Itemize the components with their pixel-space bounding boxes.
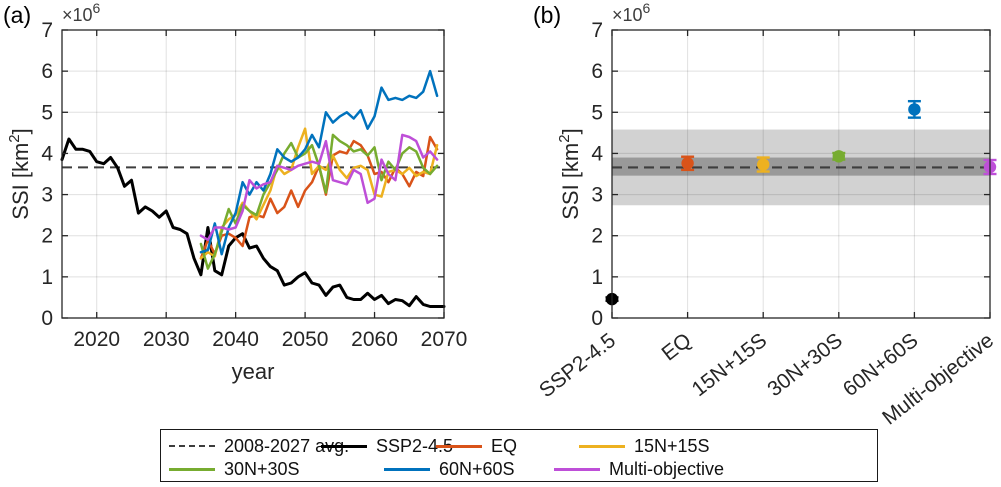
legend-item-label: 30N+30S (224, 459, 300, 479)
category-label-30N+30S: 30N+30S (763, 329, 847, 401)
x-tick-label: 2060 (351, 328, 398, 351)
series-Multi-objective (199, 133, 439, 242)
y-tick-label: 3 (591, 184, 603, 207)
legend-item-label: EQ (491, 436, 518, 456)
y-axis-multiplier: ×106 (62, 0, 101, 25)
category-label-EQ: EQ (658, 329, 696, 366)
y-axis-label: SSI [km2] (6, 128, 33, 219)
point-30N+30S (832, 150, 846, 163)
x-tick-label: 2030 (143, 328, 190, 351)
legend-item-label: 15N+15S (634, 436, 710, 456)
y-tick-label: 0 (41, 307, 53, 330)
y-tick-label: 6 (591, 60, 603, 83)
x-tick-label: 2040 (212, 328, 259, 351)
y-tick-label: 4 (41, 142, 53, 165)
axes-box (611, 29, 991, 319)
legend-item-label: 60N+60S (439, 459, 515, 479)
point-15N+15S (756, 156, 770, 173)
legend-item-30n30s: 30N+30S (169, 460, 300, 478)
legend-item-60n60s: 60N+60S (384, 460, 515, 478)
y-tick-label: 7 (591, 19, 603, 42)
legend: 2008-2027 avg. SSP2-4.5 EQ 15N+15S 30N+3… (160, 429, 878, 482)
category-label-15N+15S: 15N+15S (688, 329, 772, 401)
line-sample (169, 467, 215, 471)
line-sample (554, 467, 600, 471)
tick-marks (611, 29, 991, 319)
y-axis-label: SSI [km2] (556, 128, 583, 219)
category-label-SSP2-4.5: SSP2-4.5 (535, 329, 620, 402)
series-30N+30S (199, 133, 439, 270)
dashed-line-sample (169, 445, 215, 447)
y-tick-label: 2 (41, 225, 53, 248)
y-tick-label: 7 (41, 19, 53, 42)
panel-b-label: (b) (533, 2, 562, 28)
grid-lines (62, 30, 445, 318)
y-tick-label: 1 (591, 266, 603, 289)
legend-item-15n15s: 15N+15S (579, 437, 710, 455)
line-sample (579, 444, 625, 448)
point-EQ (681, 155, 695, 172)
axes-box (61, 29, 445, 319)
legend-item-multi-objective: Multi-objective (554, 460, 724, 478)
panel-a-chart: 0 1 2 3 4 5 6 7 ×106 SSI [km2] 2020 2030 2040 2050 206… (6, 0, 468, 384)
tick-marks (62, 29, 445, 319)
line-sample (436, 444, 482, 448)
y-tick-label: 1 (41, 266, 53, 289)
panel-a-label: (a) (3, 2, 32, 28)
x-tick-label: 2050 (282, 328, 329, 351)
grid-lines (612, 30, 990, 318)
y-tick-label: 6 (41, 60, 53, 83)
legend-item-eq: EQ (436, 437, 517, 455)
legend-item-avg: 2008-2027 avg. (169, 437, 349, 455)
x-tick-label: 2020 (73, 328, 120, 351)
inner-shaded-band (612, 157, 990, 176)
y-tick-label: 4 (591, 142, 603, 165)
legend-item-ssp245: SSP2-4.5 (321, 437, 453, 455)
legend-item-label: SSP2-4.5 (376, 436, 454, 456)
point-60N+60S (907, 99, 921, 119)
legend-item-label: 2008-2027 avg. (224, 436, 350, 456)
y-axis-multiplier: ×106 (612, 0, 651, 25)
x-axis-label: year (232, 359, 275, 384)
y-tick-label: 2 (591, 225, 603, 248)
y-tick-label: 0 (591, 307, 603, 330)
legend-item-label: Multi-objective (609, 459, 725, 479)
x-tick-label: 2070 (421, 328, 468, 351)
y-tick-label: 5 (41, 101, 53, 124)
line-sample (321, 444, 367, 448)
panel-b-chart: 0 1 2 3 4 5 6 7 ×106 SSI [km2] SSP2-4.5 EQ15N+15S30… (535, 0, 998, 425)
y-tick-label: 5 (591, 101, 603, 124)
series-SSP2-4.5 (60, 137, 446, 308)
y-tick-label: 3 (41, 184, 53, 207)
line-sample (384, 467, 430, 471)
series-60N+60S (199, 69, 439, 256)
